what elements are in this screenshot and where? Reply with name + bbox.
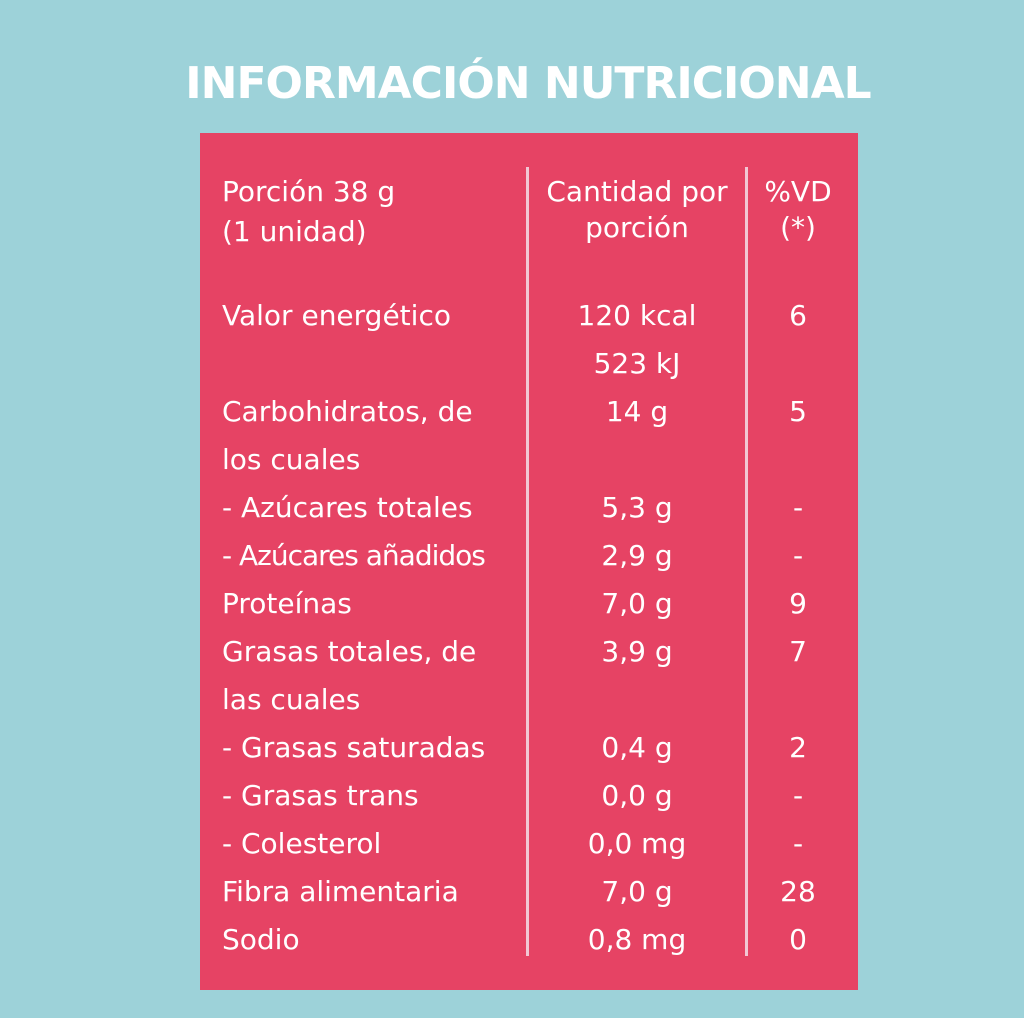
row-vd: 0 (789, 923, 807, 956)
row-qty: 0,4 g (601, 731, 673, 764)
row-name: - Grasas saturadas (222, 731, 486, 764)
row-qty: 0,0 g (601, 779, 673, 812)
row-name: los cuales (222, 443, 361, 476)
row-name: Grasas totales, de (222, 635, 477, 668)
row-vd: 6 (789, 299, 807, 332)
row-name: - Azúcares añadidos (222, 539, 486, 572)
header-vd-line1: %VD (764, 175, 832, 208)
row-vd: 28 (780, 875, 816, 908)
header-portion-line1: Porción 38 g (222, 175, 396, 208)
row-name: - Colesterol (222, 827, 382, 860)
row-name: Sodio (222, 923, 300, 956)
row-vd: 5 (789, 395, 807, 428)
header-portion-line2: (1 unidad) (222, 215, 367, 248)
column-divider-left (526, 167, 529, 956)
row-name: - Azúcares totales (222, 491, 473, 524)
row-qty: 0,8 mg (587, 923, 687, 956)
row-vd: - (792, 491, 804, 524)
row-name: las cuales (222, 683, 361, 716)
header-qty-line1: Cantidad por (546, 175, 728, 208)
row-qty: 0,0 mg (587, 827, 687, 860)
row-vd: - (792, 827, 804, 860)
row-qty: 3,9 g (601, 635, 673, 668)
header-vd-line2: (*) (780, 211, 816, 244)
nutrition-table: Porción 38 g (1 unidad) Cantidad por por… (200, 133, 858, 990)
header-qty-line2: porción (585, 211, 689, 244)
row-name: Fibra alimentaria (222, 875, 459, 908)
row-name: Proteínas (222, 587, 352, 620)
page-title: INFORMACIÓN NUTRICIONAL (185, 58, 871, 109)
row-vd: 9 (789, 587, 807, 620)
row-vd: - (792, 539, 804, 572)
row-qty: 14 g (605, 395, 669, 428)
row-qty: 523 kJ (593, 347, 681, 380)
row-vd: - (792, 779, 804, 812)
row-vd: 2 (789, 731, 807, 764)
row-name: Valor energético (222, 299, 451, 332)
row-name: - Grasas trans (222, 779, 419, 812)
row-qty: 5,3 g (601, 491, 673, 524)
row-name: Carbohidratos, de (222, 395, 473, 428)
row-vd: 7 (789, 635, 807, 668)
row-qty: 2,9 g (601, 539, 673, 572)
row-qty: 7,0 g (601, 587, 673, 620)
row-qty: 7,0 g (601, 875, 673, 908)
column-divider-right (745, 167, 748, 956)
row-qty: 120 kcal (577, 299, 697, 332)
